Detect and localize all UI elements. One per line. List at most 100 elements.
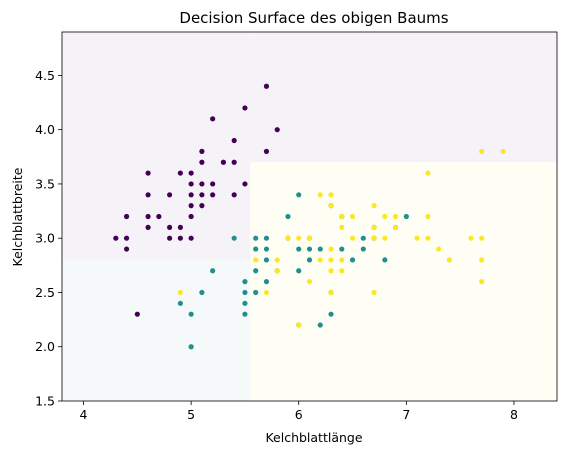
x-tick-label: 8 bbox=[510, 407, 518, 422]
data-point bbox=[317, 257, 323, 263]
data-point bbox=[199, 289, 205, 296]
data-point bbox=[328, 246, 334, 252]
data-point bbox=[328, 311, 334, 317]
y-tick-label: 1.5 bbox=[35, 394, 55, 409]
data-point bbox=[231, 137, 237, 144]
data-point bbox=[263, 257, 270, 263]
data-point bbox=[134, 311, 140, 317]
data-point bbox=[188, 311, 194, 317]
y-tick-label: 3.5 bbox=[35, 176, 55, 191]
data-point bbox=[231, 192, 237, 198]
data-point bbox=[253, 257, 259, 263]
data-point bbox=[123, 246, 130, 252]
data-point bbox=[339, 246, 345, 252]
data-point bbox=[371, 235, 377, 241]
data-point bbox=[156, 213, 162, 220]
y-tick-label: 2.5 bbox=[35, 285, 55, 300]
data-point bbox=[446, 257, 452, 263]
data-point bbox=[371, 289, 377, 296]
data-point bbox=[425, 235, 431, 241]
data-point bbox=[113, 235, 119, 241]
data-point bbox=[188, 344, 194, 350]
data-point bbox=[188, 203, 194, 209]
data-point bbox=[263, 289, 270, 296]
data-point bbox=[145, 170, 151, 176]
data-point bbox=[414, 235, 420, 241]
data-point bbox=[242, 289, 248, 296]
x-axis: 4 5 6 7 8 bbox=[80, 401, 518, 422]
data-point bbox=[242, 105, 248, 111]
data-point bbox=[360, 235, 366, 241]
data-point bbox=[167, 224, 173, 230]
data-point bbox=[306, 246, 313, 252]
data-point bbox=[177, 224, 183, 230]
data-point bbox=[317, 192, 323, 198]
y-axis: 1.5 2.0 2.5 3.0 3.5 4.0 4.5 bbox=[35, 68, 62, 409]
data-point bbox=[242, 300, 248, 306]
data-point bbox=[263, 246, 270, 252]
data-point bbox=[339, 268, 345, 274]
data-point bbox=[123, 213, 130, 220]
data-point bbox=[253, 235, 259, 241]
data-point bbox=[360, 246, 366, 252]
data-point bbox=[328, 203, 334, 209]
data-point bbox=[339, 224, 345, 230]
data-point bbox=[328, 257, 334, 263]
data-point bbox=[317, 322, 323, 328]
data-point bbox=[177, 170, 183, 176]
x-tick-label: 6 bbox=[295, 407, 303, 422]
data-point bbox=[177, 235, 183, 241]
data-point bbox=[285, 213, 291, 220]
data-points bbox=[113, 83, 506, 350]
data-point bbox=[145, 213, 151, 220]
data-point bbox=[253, 246, 259, 252]
data-point bbox=[339, 257, 345, 263]
data-point bbox=[479, 257, 485, 263]
data-point bbox=[468, 235, 474, 241]
y-axis-label: Kelchblattbreite bbox=[10, 167, 25, 266]
data-point bbox=[188, 192, 194, 198]
data-point bbox=[177, 289, 183, 296]
data-point bbox=[425, 170, 431, 176]
data-point bbox=[306, 257, 313, 263]
data-point bbox=[479, 235, 485, 241]
data-point bbox=[263, 235, 270, 241]
y-tick-label: 2.0 bbox=[35, 339, 55, 354]
data-point bbox=[123, 235, 130, 241]
decision-region-0 bbox=[62, 32, 251, 260]
data-point bbox=[242, 181, 248, 187]
data-point bbox=[285, 235, 291, 241]
data-point bbox=[253, 289, 259, 296]
data-point bbox=[296, 268, 302, 274]
data-point bbox=[167, 192, 173, 198]
data-point bbox=[188, 181, 194, 187]
data-point bbox=[274, 257, 280, 263]
data-point bbox=[199, 181, 205, 187]
data-point bbox=[317, 246, 323, 252]
data-point bbox=[177, 300, 183, 306]
x-axis-label: Kelchblattlänge bbox=[265, 430, 362, 445]
y-tick-label: 4.5 bbox=[35, 68, 55, 83]
data-point bbox=[263, 83, 270, 89]
y-tick-label: 4.0 bbox=[35, 122, 55, 137]
data-point bbox=[436, 246, 442, 252]
data-point bbox=[274, 268, 280, 274]
data-point bbox=[382, 257, 388, 263]
data-point bbox=[306, 279, 313, 285]
data-point bbox=[231, 235, 237, 241]
decision-region-1 bbox=[62, 259, 251, 401]
data-point bbox=[425, 213, 431, 220]
data-point bbox=[328, 268, 334, 274]
data-point bbox=[349, 257, 356, 263]
decision-region-3 bbox=[250, 162, 557, 401]
x-tick-label: 7 bbox=[402, 407, 410, 422]
data-point bbox=[199, 148, 205, 154]
data-point bbox=[382, 235, 388, 241]
x-tick-label: 5 bbox=[187, 407, 195, 422]
decision-regions bbox=[62, 32, 557, 401]
data-point bbox=[296, 322, 302, 328]
data-point bbox=[371, 224, 377, 230]
data-point bbox=[392, 224, 399, 230]
y-tick-label: 3.0 bbox=[35, 231, 55, 246]
